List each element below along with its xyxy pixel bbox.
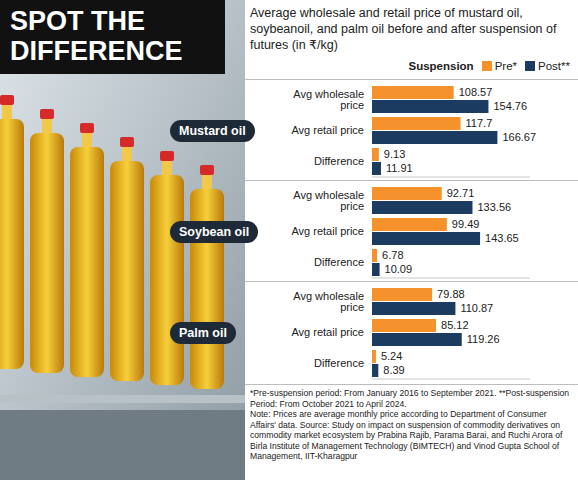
svg-text:79.88: 79.88 <box>437 288 465 300</box>
svg-text:143.65: 143.65 <box>485 232 519 244</box>
svg-text:85.12: 85.12 <box>441 319 469 331</box>
svg-text:Avg wholesaleprice: Avg wholesaleprice <box>293 189 364 212</box>
svg-text:Avg wholesaleprice: Avg wholesaleprice <box>293 290 364 313</box>
html-text:Post**: Post** <box>538 60 570 72</box>
svg-text:Difference: Difference <box>314 155 364 167</box>
svg-text:110.87: 110.87 <box>460 302 493 314</box>
svg-text:166.67: 166.67 <box>502 131 536 143</box>
svg-text:119.26: 119.26 <box>467 333 500 345</box>
html-text:Suspension: Suspension <box>408 60 474 72</box>
svg-text:Avg retail price: Avg retail price <box>291 124 364 136</box>
svg-text:11.91: 11.91 <box>386 162 413 174</box>
svg-text:99.49: 99.49 <box>452 218 480 230</box>
html-text:*Pre-suspension period: From J: *Pre-suspension period: From January 201… <box>250 388 570 409</box>
html-text:Pre*: Pre* <box>494 60 517 72</box>
svg-text:Difference: Difference <box>314 256 364 268</box>
svg-text:Avg retail price: Avg retail price <box>291 225 364 237</box>
svg-text:154.76: 154.76 <box>493 100 527 112</box>
html-text:Soybean oil: Soybean oil <box>179 224 250 239</box>
svg-text:5.24: 5.24 <box>381 350 402 362</box>
html-text:Note: Prices are average month: Note: Prices are average monthly price a… <box>250 409 563 461</box>
svg-text:92.71: 92.71 <box>447 187 475 199</box>
svg-text:108.57: 108.57 <box>459 86 493 98</box>
html-text:Mustard oil: Mustard oil <box>179 123 246 138</box>
html-text:SPOT THE DIFFERENCE: SPOT THE DIFFERENCE <box>10 6 183 66</box>
svg-text:6.78: 6.78 <box>382 249 403 261</box>
html-text:Average wholesale and retail p: Average wholesale and retail price of mu… <box>250 6 557 52</box>
svg-text:8.39: 8.39 <box>383 364 404 376</box>
html-text:Palm oil: Palm oil <box>179 325 227 340</box>
svg-text:Difference: Difference <box>314 357 364 369</box>
svg-text:133.56: 133.56 <box>477 201 511 213</box>
svg-text:Avg wholesaleprice: Avg wholesaleprice <box>293 88 364 111</box>
svg-text:9.13: 9.13 <box>384 148 405 160</box>
svg-text:117.7: 117.7 <box>466 117 493 129</box>
svg-text:Avg retail price: Avg retail price <box>291 326 364 338</box>
svg-text:10.09: 10.09 <box>385 263 413 275</box>
